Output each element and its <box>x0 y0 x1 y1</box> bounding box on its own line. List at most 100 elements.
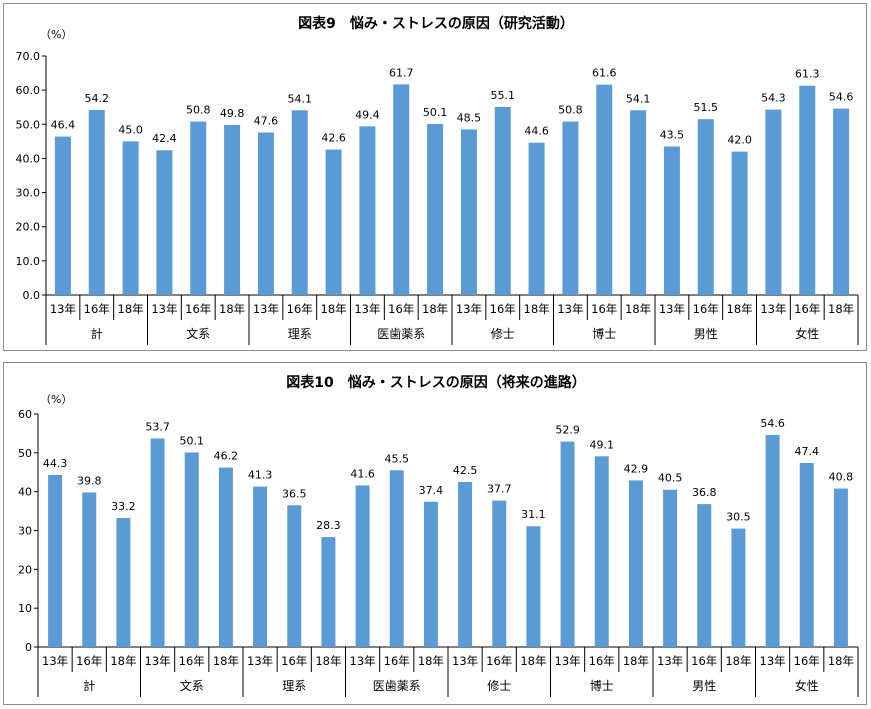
chart-1-category-label: 13年 <box>354 302 380 316</box>
chart-2-bar <box>423 501 438 647</box>
chart-1-bar <box>88 109 105 296</box>
chart-1-category-label: 13年 <box>253 302 279 316</box>
chart-1-data-label: 49.4 <box>355 108 380 121</box>
chart-2-bar <box>526 526 541 647</box>
chart-1-data-label: 47.6 <box>254 114 279 127</box>
chart-1-category-label: 13年 <box>50 302 76 316</box>
chart-1-y-tick-label: 60.0 <box>16 84 41 97</box>
chart-1-bar <box>697 119 714 296</box>
chart-1-bar <box>596 84 613 296</box>
chart-2-data-label: 41.6 <box>350 467 375 480</box>
chart-1-category-label: 18年 <box>219 302 245 316</box>
chart-1-y-tick-label: 70.0 <box>16 50 41 63</box>
chart-1-bar <box>663 146 680 295</box>
chart-1-bar <box>54 136 71 295</box>
chart-1-data-label: 50.1 <box>423 106 448 119</box>
chart-2-bar <box>287 505 302 647</box>
chart-1-bar <box>325 149 342 295</box>
chart-1-data-label: 51.5 <box>694 101 719 114</box>
chart-2-bar <box>765 434 780 647</box>
chart-2-category-label: 16年 <box>589 654 615 668</box>
chart-1-category-label: 16年 <box>84 302 110 316</box>
chart-2-category-label: 16年 <box>76 654 102 668</box>
chart-1-bar <box>156 150 173 295</box>
chart-2-y-tick-label: 40 <box>18 486 32 499</box>
chart-2-category-label: 18年 <box>315 654 341 668</box>
chart-1-category-label: 13年 <box>760 302 786 316</box>
chart-1-bar <box>765 109 782 296</box>
chart-2-unit: （%） <box>40 393 72 406</box>
chart-2-category-label: 18年 <box>828 654 854 668</box>
chart-2-category-label: 16年 <box>691 654 717 668</box>
chart-1-data-label: 54.6 <box>829 91 854 104</box>
chart-1-data-label: 45.0 <box>118 123 143 136</box>
chart-2-bar <box>663 489 678 647</box>
chart-2-group-label: 計 <box>83 678 95 693</box>
chart-1-data-label: 54.2 <box>85 92 110 105</box>
chart-1-data-label: 61.3 <box>795 68 820 81</box>
chart-1-data-label: 46.4 <box>51 119 76 132</box>
chart-2-bar <box>82 492 97 647</box>
chart-1-group-label: 修士 <box>491 326 515 341</box>
chart-2-data-label: 45.5 <box>385 452 410 465</box>
chart-1-y-tick-label: 0.0 <box>23 289 41 302</box>
chart-1-category-label: 18年 <box>828 302 854 316</box>
chart-1-bar <box>393 84 410 296</box>
chart-2-title: 図表10 悩み・ストレスの原因（将来の進路） <box>286 374 585 391</box>
chart-2-category-label: 13年 <box>145 654 171 668</box>
chart-1-data-label: 42.4 <box>152 132 177 145</box>
chart-1-group-label: 女性 <box>795 326 819 341</box>
chart-1-data-label: 50.8 <box>186 104 211 117</box>
chart-1-data-label: 61.6 <box>592 67 617 80</box>
chart-2-data-label: 33.2 <box>111 500 136 513</box>
chart-panel-1: 図表9 悩み・ストレスの原因（研究活動） （%） 0.0 10.0 20.0 30.0… <box>3 3 867 351</box>
chart-2-data-label: 42.9 <box>624 462 649 475</box>
chart-2-bar <box>833 488 848 647</box>
chart-1-bar <box>799 85 816 295</box>
chart-2-bar <box>116 518 131 647</box>
chart-2-category-label: 16年 <box>794 654 820 668</box>
chart-1-bar <box>359 126 376 295</box>
chart-2-category-label: 13年 <box>657 654 683 668</box>
chart-1-data-label: 42.6 <box>321 132 346 145</box>
chart-2-group-label: 文系 <box>180 678 204 693</box>
chart-2-data-label: 37.7 <box>487 483 512 496</box>
chart-1-category-label: 18年 <box>118 302 144 316</box>
chart-2-category-label: 13年 <box>760 654 786 668</box>
chart-2-category-label: 18年 <box>520 654 546 668</box>
chart-1-category-label: 13年 <box>659 302 685 316</box>
chart-2-data-label: 42.5 <box>453 464 478 477</box>
chart-1-bar <box>427 123 444 296</box>
chart-2-data-label: 31.1 <box>521 508 546 521</box>
chart-1-bar <box>224 124 241 296</box>
chart-1-category-label: 18年 <box>524 302 550 316</box>
chart-1-group-label: 博士 <box>592 326 616 341</box>
chart-1-bar <box>122 141 139 295</box>
chart-1-category-label: 18年 <box>321 302 347 316</box>
chart-1-data-label: 44.6 <box>524 125 549 138</box>
chart-1-category-label: 13年 <box>456 302 482 316</box>
chart-2-bar <box>321 537 336 647</box>
chart-1-data-label: 61.7 <box>389 66 414 79</box>
chart-1-bar <box>460 129 477 295</box>
chart-2-data-label: 46.2 <box>214 450 239 463</box>
chart-2-category-label: 13年 <box>350 654 376 668</box>
chart-1-bar <box>494 106 511 295</box>
chart-2-bar <box>458 481 473 647</box>
chart-1-bar <box>257 132 274 295</box>
chart-1-category-label: 16年 <box>591 302 617 316</box>
chart-1-data-label: 54.1 <box>288 92 313 105</box>
chart-2-group-label: 女性 <box>795 678 819 693</box>
chart-1-group-label: 理系 <box>288 327 312 341</box>
chart-1-y-tick-label: 10.0 <box>16 255 41 268</box>
chart-1-group-label: 計 <box>91 326 103 341</box>
chart-1-category-label: 16年 <box>185 302 211 316</box>
chart-2-data-label: 53.7 <box>145 420 170 433</box>
chart-1-category-label: 16年 <box>794 302 820 316</box>
chart-1-svg: 図表9 悩み・ストレスの原因（研究活動） （%） 0.0 10.0 20.0 30.0… <box>16 15 859 345</box>
chart-1-y-tick-label: 30.0 <box>16 187 41 200</box>
chart-1-data-label: 54.3 <box>761 92 786 105</box>
chart-1-group-label: 医歯薬系 <box>377 327 425 341</box>
chart-1-data-label: 42.0 <box>727 134 752 147</box>
chart-2-category-label: 18年 <box>725 654 751 668</box>
